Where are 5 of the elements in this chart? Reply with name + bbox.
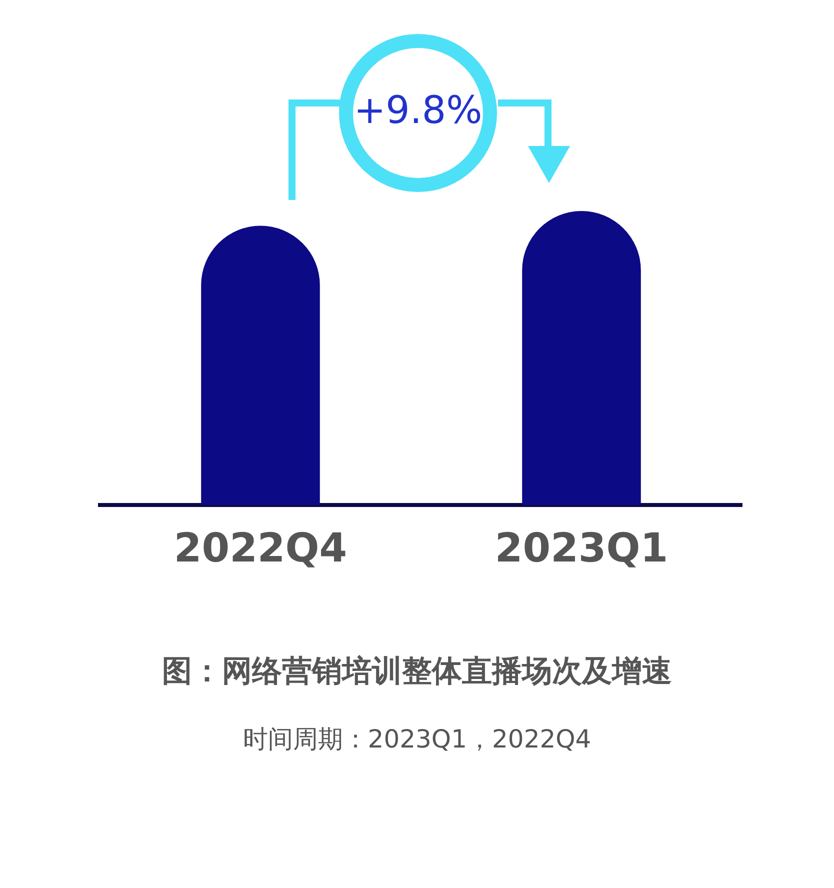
text: 图：网络营销培训整体直播场次及增速 (162, 654, 672, 689)
text: +9.8% (354, 88, 482, 132)
text: 时间周期：2023Q1，2022Q4 (242, 724, 592, 754)
x-tick-label: 2022Q4 (174, 525, 348, 572)
x-tick-label: 2023Q1 (494, 525, 668, 572)
